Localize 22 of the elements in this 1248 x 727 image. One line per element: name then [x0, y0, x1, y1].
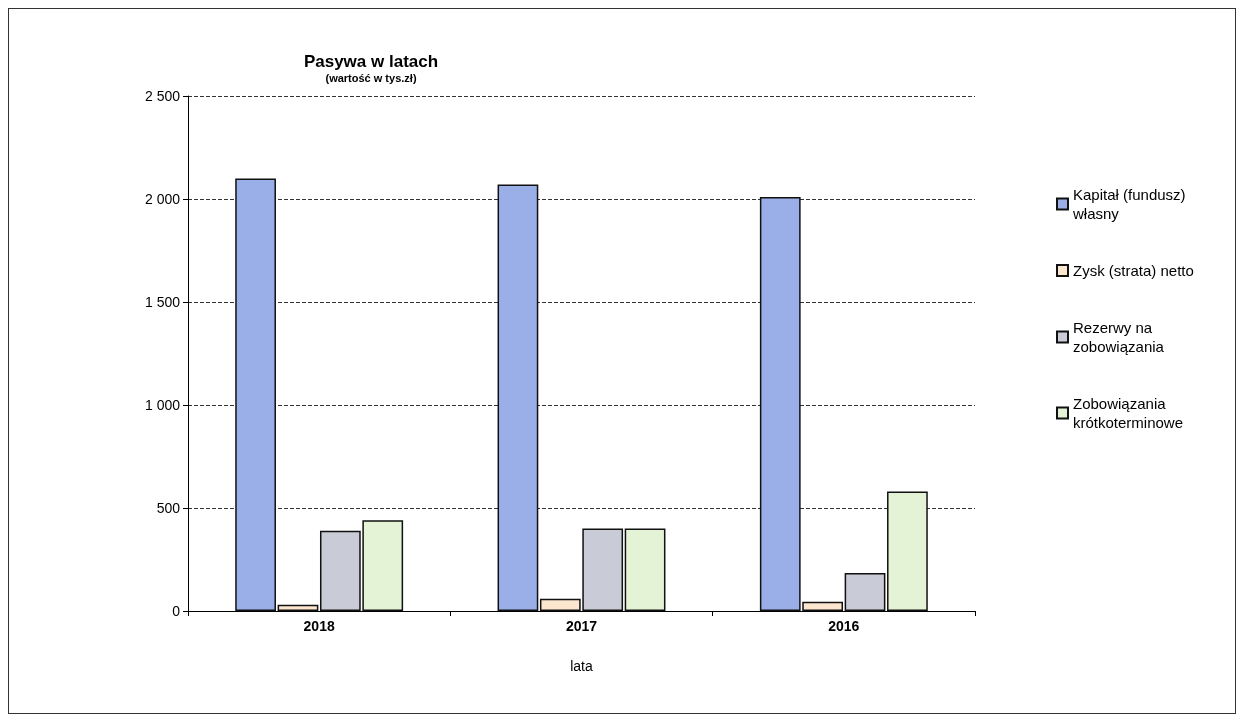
bar [844, 572, 886, 611]
x-tick-label: 2017 [565, 618, 598, 634]
bar [235, 178, 276, 611]
legend-label: Zysk (strata) netto [1073, 262, 1194, 279]
bar [277, 604, 319, 611]
x-axis-title: lata [570, 658, 593, 674]
y-tick-label: 1 000 [144, 397, 181, 413]
legend-label: Rezerwy na zobowiązania [1073, 319, 1165, 355]
chart-title: Pasywa w latach [303, 52, 439, 71]
chart-subtitle: (wartość w tys.zł) [325, 71, 417, 84]
x-tick-label: 2016 [828, 618, 860, 634]
y-tick-label: 2 500 [144, 88, 181, 104]
y-tick-label: 500 [156, 500, 181, 516]
y-tick-label: 0 [172, 603, 181, 619]
bar [624, 528, 666, 611]
x-tick-label: 2018 [303, 618, 335, 634]
bar [887, 491, 928, 611]
bar [497, 184, 539, 611]
y-tick-label: 2 000 [144, 191, 181, 207]
legend-label: Zobowiązania krótkoterminowe [1073, 395, 1184, 431]
y-tick-label: 1 500 [144, 294, 181, 310]
legend-label: Kapitał (fundusz) własny [1072, 186, 1190, 222]
